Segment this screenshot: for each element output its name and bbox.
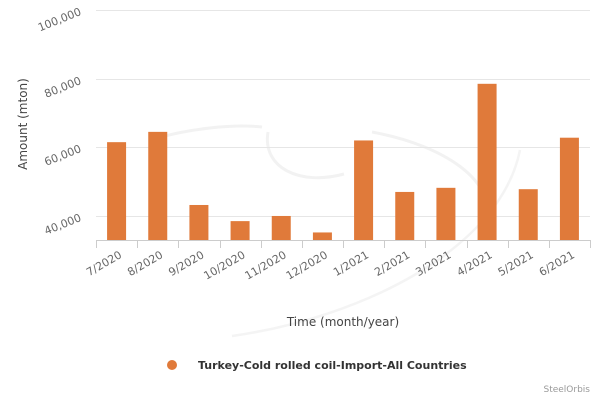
y-tick-label: 60,000 (43, 142, 84, 168)
bar[interactable] (477, 83, 497, 240)
legend-marker (167, 360, 177, 370)
x-tick-label: 10/2020 (202, 248, 248, 282)
bar[interactable] (559, 137, 579, 240)
bar[interactable] (518, 189, 538, 240)
bar[interactable] (354, 140, 374, 240)
x-tick-label: 7/2020 (84, 248, 124, 279)
bar[interactable] (189, 204, 209, 240)
x-tick-label: 12/2020 (284, 248, 330, 282)
legend[interactable]: Turkey-Cold rolled coil-Import-All Count… (167, 359, 467, 372)
bar[interactable] (148, 131, 168, 240)
credits-label[interactable]: SteelOrbis (543, 385, 590, 395)
x-tick-label: 5/2021 (496, 248, 536, 279)
x-tick-label: 2/2021 (372, 248, 412, 279)
y-tick-label: 100,000 (36, 5, 83, 34)
y-tick-label: 80,000 (43, 74, 84, 100)
x-tick-label: 11/2020 (243, 248, 289, 282)
x-axis-title: Time (month/year) (286, 315, 399, 329)
y-axis-title: Amount (mton) (16, 78, 30, 170)
x-tick-label: 3/2021 (413, 248, 453, 279)
x-tick-label: 8/2020 (125, 248, 165, 279)
bar[interactable] (312, 232, 332, 240)
y-tick-label: 40,000 (43, 211, 84, 237)
x-tick-label: 6/2021 (537, 248, 577, 279)
axes (96, 240, 591, 248)
bar[interactable] (271, 215, 291, 240)
bars (107, 83, 579, 240)
legend-label: Turkey-Cold rolled coil-Import-All Count… (198, 359, 467, 372)
gridlines (96, 10, 590, 217)
bar[interactable] (436, 187, 456, 240)
x-tick-label: 4/2021 (455, 248, 495, 279)
background-watermark (149, 124, 522, 338)
bar[interactable] (107, 142, 127, 240)
x-tick-label: 9/2020 (166, 248, 206, 279)
bar[interactable] (230, 221, 250, 240)
bar[interactable] (395, 191, 415, 240)
x-tick-label: 1/2021 (331, 248, 371, 279)
